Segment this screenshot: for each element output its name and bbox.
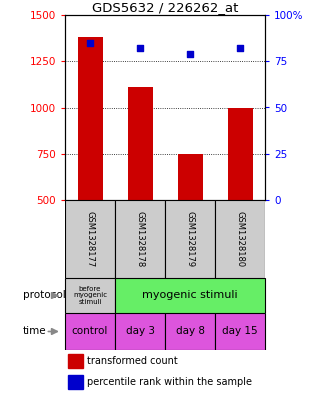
Text: day 8: day 8: [175, 327, 204, 336]
Title: GDS5632 / 226262_at: GDS5632 / 226262_at: [92, 1, 238, 14]
Text: myogenic stimuli: myogenic stimuli: [142, 290, 238, 301]
Bar: [228, 108, 252, 200]
Bar: [215, 313, 265, 350]
Text: GSM1328179: GSM1328179: [186, 211, 195, 267]
Point: [138, 45, 143, 51]
Bar: [165, 200, 215, 278]
Bar: [215, 200, 265, 278]
Text: day 3: day 3: [125, 327, 155, 336]
Text: GSM1328180: GSM1328180: [236, 211, 244, 267]
Text: GSM1328178: GSM1328178: [135, 211, 145, 267]
Text: percentile rank within the sample: percentile rank within the sample: [87, 377, 252, 387]
Bar: [68, 354, 83, 368]
Text: GSM1328177: GSM1328177: [85, 211, 94, 267]
Text: time: time: [23, 327, 46, 336]
Bar: [65, 313, 115, 350]
Text: day 15: day 15: [222, 327, 258, 336]
Bar: [127, 87, 153, 200]
Point: [87, 40, 92, 46]
Point: [237, 45, 243, 51]
Bar: [115, 278, 265, 313]
Text: protocol: protocol: [23, 290, 66, 301]
Bar: [165, 313, 215, 350]
Text: control: control: [72, 327, 108, 336]
Bar: [77, 37, 102, 200]
Bar: [65, 200, 115, 278]
Bar: [68, 375, 83, 389]
Bar: [115, 313, 165, 350]
Bar: [115, 200, 165, 278]
Bar: [65, 278, 115, 313]
Bar: [178, 154, 203, 200]
Text: before
myogenic
stimuli: before myogenic stimuli: [73, 286, 107, 305]
Point: [188, 51, 193, 57]
Text: transformed count: transformed count: [87, 356, 178, 366]
